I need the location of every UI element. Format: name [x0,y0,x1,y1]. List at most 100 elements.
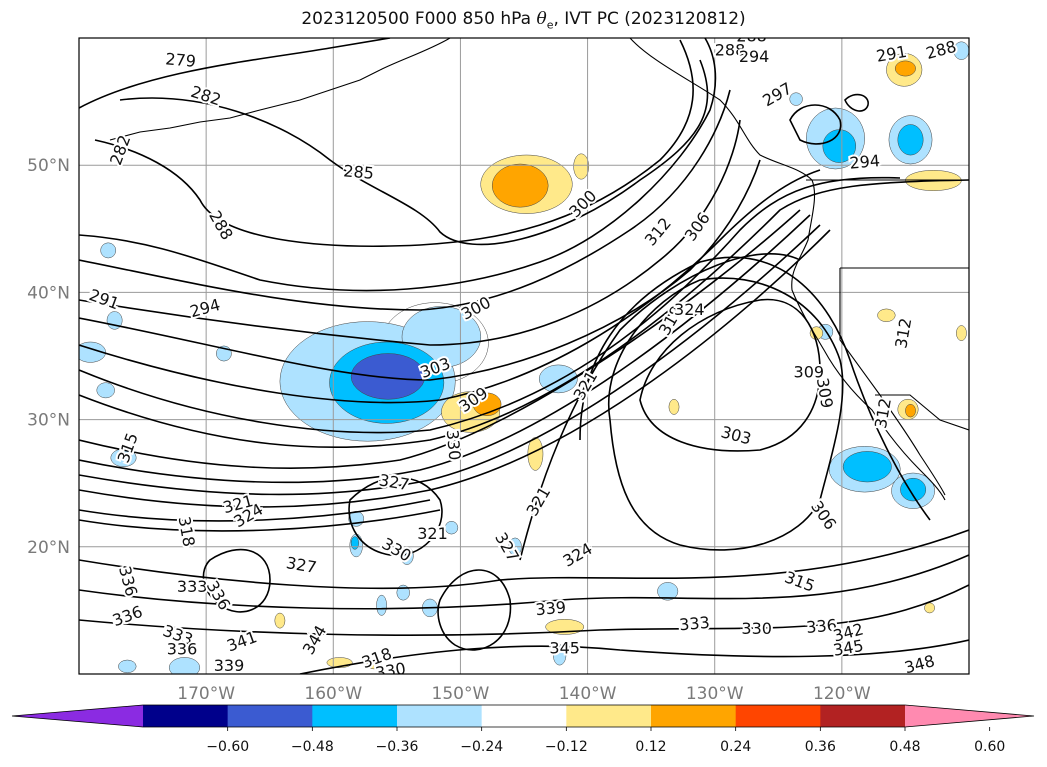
map-title: 2023120500 F000 850 hPa θe, IVT PC (2023… [0,9,1047,31]
ivt-shading-patch [100,242,117,259]
theta-e-contours [79,38,969,674]
contour-line [79,38,391,109]
colorbar-extend-max [905,705,1034,727]
contour-line [79,179,969,449]
ivt-shading-patch [527,437,544,471]
colorbar-tick-label: 0.24 [720,739,751,755]
ivt-shading-patch [118,659,137,674]
contour-label: 333 [678,613,710,635]
ivt-shading-patch [376,594,387,616]
border-us-state [839,268,881,396]
colorbar-tick-label: −0.12 [545,739,588,755]
contour-line [789,104,842,145]
contour-line [79,214,811,484]
title-suffix: , IVT PC (2023120812) [553,9,746,29]
contour-label: 312 [871,397,895,430]
contour-line [519,253,801,561]
contour-line [79,38,717,292]
colorbar-swatch [397,705,482,727]
colorbar-swatch [143,705,228,727]
contour-label: 285 [343,161,375,183]
contour-line [607,277,844,551]
ivt-shading-patch [668,399,680,415]
contour-line [79,209,801,469]
colorbar-swatch [820,705,906,727]
ivt-shading-patch [350,536,359,550]
contour-label: 279 [165,49,197,71]
coastline-baja-california [879,394,946,496]
contour-label: 288 [715,40,746,59]
longitude-label: 140°W [559,684,617,704]
ivt-shading-patch [491,163,549,208]
colorbar-swatch [312,705,398,727]
contour-line [79,499,431,522]
contour-label: 336 [167,640,198,659]
colorbar-swatch [227,705,313,727]
latitude-label: 50°N [27,156,70,176]
title-theta-subscript: e [546,18,554,32]
contour-line [202,548,271,613]
contour-line [79,89,731,311]
contour-line [79,584,969,637]
ivt-shading-patch [894,60,916,77]
contour-label: 339 [214,656,245,675]
colorbar-tick-label: 0.60 [974,739,1005,755]
colorbar-tick-label: −0.48 [291,739,334,755]
ivt-shading-patch [924,602,935,614]
ivt-shading-patch [168,657,201,674]
ivt-shading-patch [842,451,892,483]
contour-label: 321 [417,524,448,543]
contour-label: 330 [741,619,772,638]
colorbar-tick-label: 0.48 [889,739,920,755]
contour-line [79,169,821,404]
ivt-shading-patch [897,124,924,156]
longitude-label: 130°W [686,684,744,704]
colorbar-tick-label: 0.12 [635,739,666,755]
coastline-aleutians [109,69,381,141]
contour-line [579,256,931,521]
longitude-label: 160°W [304,684,362,704]
contour-line [79,119,741,346]
colorbar-swatch [566,705,652,727]
contour-label: 324 [674,300,705,319]
colorbar-tick-label: −0.36 [376,739,419,755]
contour-line [844,93,869,112]
ivt-shading-patch [96,382,115,399]
colorbar-tick-label: −0.24 [460,739,503,755]
graticule [79,38,969,674]
ivt-shading-patch [110,448,137,467]
ivt-shading-patch [657,582,679,601]
contour-label: 339 [535,598,567,620]
contour-label: 309 [794,362,825,381]
ivt-shading-patch [956,325,967,341]
longitude-label: 150°W [432,684,490,704]
title-theta-symbol: θ [536,9,547,29]
ivt-shading-patch [953,41,969,60]
latitude-label: 20°N [27,538,70,558]
contour-label: 294 [739,47,770,66]
contour-line [437,569,512,651]
contour-label: 330 [374,659,407,683]
title-prefix: 2023120500 F000 850 hPa [301,9,537,29]
ivt-shading-patch [877,308,896,322]
contour-label: 288 [736,27,767,46]
contour-line [639,298,821,452]
colorbar-swatch [481,705,567,727]
ivt-shading-patch [444,521,459,535]
ivt-shading-patch [274,612,286,629]
contour-line [348,476,443,557]
coastline-north-america [629,38,946,501]
map-frame [78,37,970,675]
ivt-shading-layer [79,41,969,674]
colorbar-extend-min [12,705,143,727]
longitude-label: 170°W [177,684,235,704]
contour-line [79,159,761,381]
coastline-alaska [379,38,451,71]
colorbar: −0.60 −0.48 −0.36 −0.24 −0.12 0.12 0.24 0.36 0.4… [11,704,1035,755]
ivt-shading-patch [350,353,426,400]
latitude-label: 40°N [27,283,70,303]
coastlines [109,38,969,501]
contour-label: 333 [177,577,208,596]
